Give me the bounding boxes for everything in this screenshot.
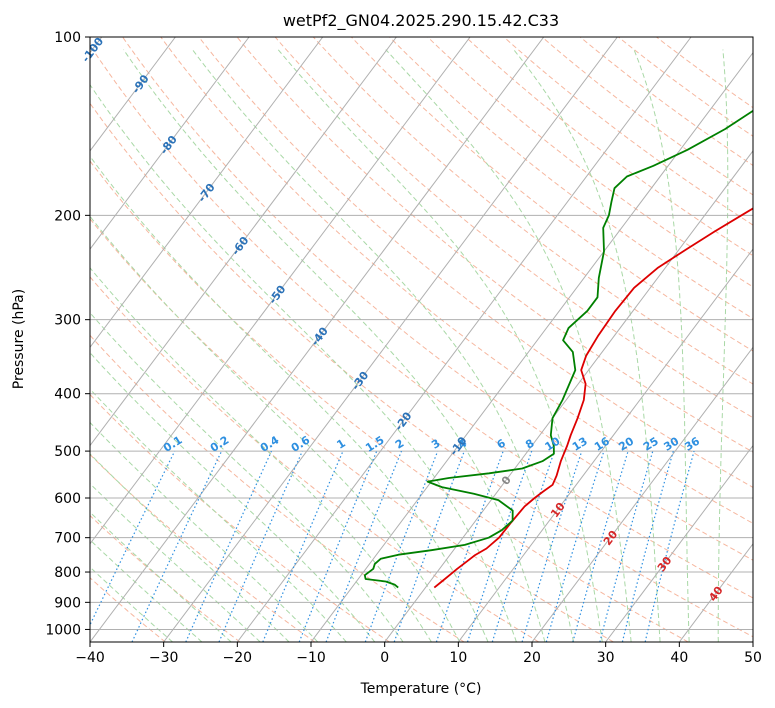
x-axis: −40 −30 −20 −10 0 10 20 30 40 50 xyxy=(75,642,762,666)
dry-adiabat xyxy=(312,37,753,385)
y-tick-label: 900 xyxy=(54,595,81,611)
x-tick-label: −10 xyxy=(296,650,326,666)
mixing-ratio-line xyxy=(545,450,605,642)
dry-adiabat xyxy=(90,44,753,599)
dry-adiabat xyxy=(160,37,753,524)
moist-adiabat xyxy=(385,49,632,642)
mixing-ratio-line xyxy=(298,450,378,642)
x-tick-label: 50 xyxy=(744,650,762,666)
mixing-ratio-line xyxy=(644,450,695,642)
mixing-ratio-line xyxy=(466,450,533,642)
isotherm xyxy=(163,37,618,642)
x-tick-label: 40 xyxy=(670,650,688,666)
x-tick-label: 10 xyxy=(449,650,467,666)
dry-adiabat xyxy=(579,37,753,167)
mixing-ratio-line xyxy=(364,450,439,642)
mixing-ratio-line xyxy=(90,450,176,627)
mixing-ratio-line xyxy=(325,450,403,642)
dry-adiabat xyxy=(90,393,390,642)
dry-adiabat xyxy=(351,37,753,352)
mixing-ratio-line xyxy=(521,450,583,642)
dry-adiabat xyxy=(90,276,540,642)
moist-adiabat xyxy=(90,155,489,642)
mixing-ratio-line xyxy=(393,450,465,642)
x-tick-label: −30 xyxy=(149,650,179,666)
dry-adiabat xyxy=(389,37,753,320)
dry-adiabat xyxy=(90,453,315,642)
dry-adiabat xyxy=(90,102,753,638)
y-axis: 100 200 300 400 500 600 700 800 900 1000 xyxy=(45,30,90,638)
temperature-profile xyxy=(433,207,753,589)
chart-title: wetPf2_GN04.2025.290.15.42.C33 xyxy=(283,11,559,31)
mixing-ratio-line xyxy=(621,450,674,642)
moist-adiabat xyxy=(633,49,690,642)
moist-adiabat xyxy=(90,215,461,642)
moist-adiabat xyxy=(90,453,290,642)
x-tick-label: 20 xyxy=(523,650,541,666)
x-tick-label: 30 xyxy=(597,650,615,666)
x-tick-label: −20 xyxy=(223,650,253,666)
dry-adiabat xyxy=(274,37,753,419)
dry-adiabat xyxy=(503,37,753,226)
isotherm xyxy=(90,37,471,545)
mixing-ratio-line xyxy=(599,450,654,642)
dry-adiabat xyxy=(90,160,689,642)
y-tick-label: 100 xyxy=(54,30,81,46)
isotherm xyxy=(457,248,753,642)
dry-adiabat xyxy=(198,37,753,488)
isotherm xyxy=(605,444,753,642)
y-tick-label: 300 xyxy=(54,313,81,329)
moist-adiabat xyxy=(90,83,517,642)
x-tick-label: 0 xyxy=(380,650,389,666)
mixing-ratio-line xyxy=(185,450,273,642)
isotherm xyxy=(531,346,753,642)
isotherm xyxy=(90,37,324,349)
isotherm xyxy=(90,37,397,447)
isotherm xyxy=(384,150,753,642)
y-tick-label: 1000 xyxy=(45,622,81,638)
isotherm xyxy=(90,37,545,642)
moist-adiabat xyxy=(90,267,432,642)
isotherm xyxy=(90,37,176,152)
grid-layer xyxy=(90,37,753,642)
moist-adiabat xyxy=(90,421,319,642)
moist-adiabat xyxy=(192,49,575,642)
profile-lines xyxy=(363,109,753,589)
isotherm xyxy=(90,37,250,250)
isotherm xyxy=(236,37,692,642)
y-tick-label: 700 xyxy=(54,531,81,547)
y-tick-label: 400 xyxy=(54,387,81,403)
y-tick-label: 500 xyxy=(54,444,81,460)
x-tick-label: −40 xyxy=(75,650,105,666)
y-tick-label: 600 xyxy=(54,491,81,507)
moist-adiabat xyxy=(90,388,347,642)
mixing-ratio-line xyxy=(218,450,303,642)
y-tick-label: 800 xyxy=(54,565,81,581)
mixing-ratio-line xyxy=(491,450,555,642)
isotherm xyxy=(310,51,753,642)
mixing-ratio-line xyxy=(572,450,629,642)
dewpoint-profile xyxy=(363,109,753,589)
dry-adiabat xyxy=(465,37,753,257)
moist-adiabat xyxy=(123,49,546,642)
mixing-ratio-line xyxy=(435,450,504,642)
moist-adiabat xyxy=(90,311,404,642)
y-tick-label: 200 xyxy=(54,208,81,224)
y-axis-label: Pressure (hPa) xyxy=(11,289,27,389)
x-axis-label: Temperature (°C) xyxy=(360,681,482,697)
mixing-ratio-line xyxy=(262,450,344,642)
plot-frame xyxy=(89,36,754,643)
moist-adiabat xyxy=(90,482,261,642)
moist-adiabat xyxy=(513,49,661,642)
dry-adiabat xyxy=(90,218,614,642)
